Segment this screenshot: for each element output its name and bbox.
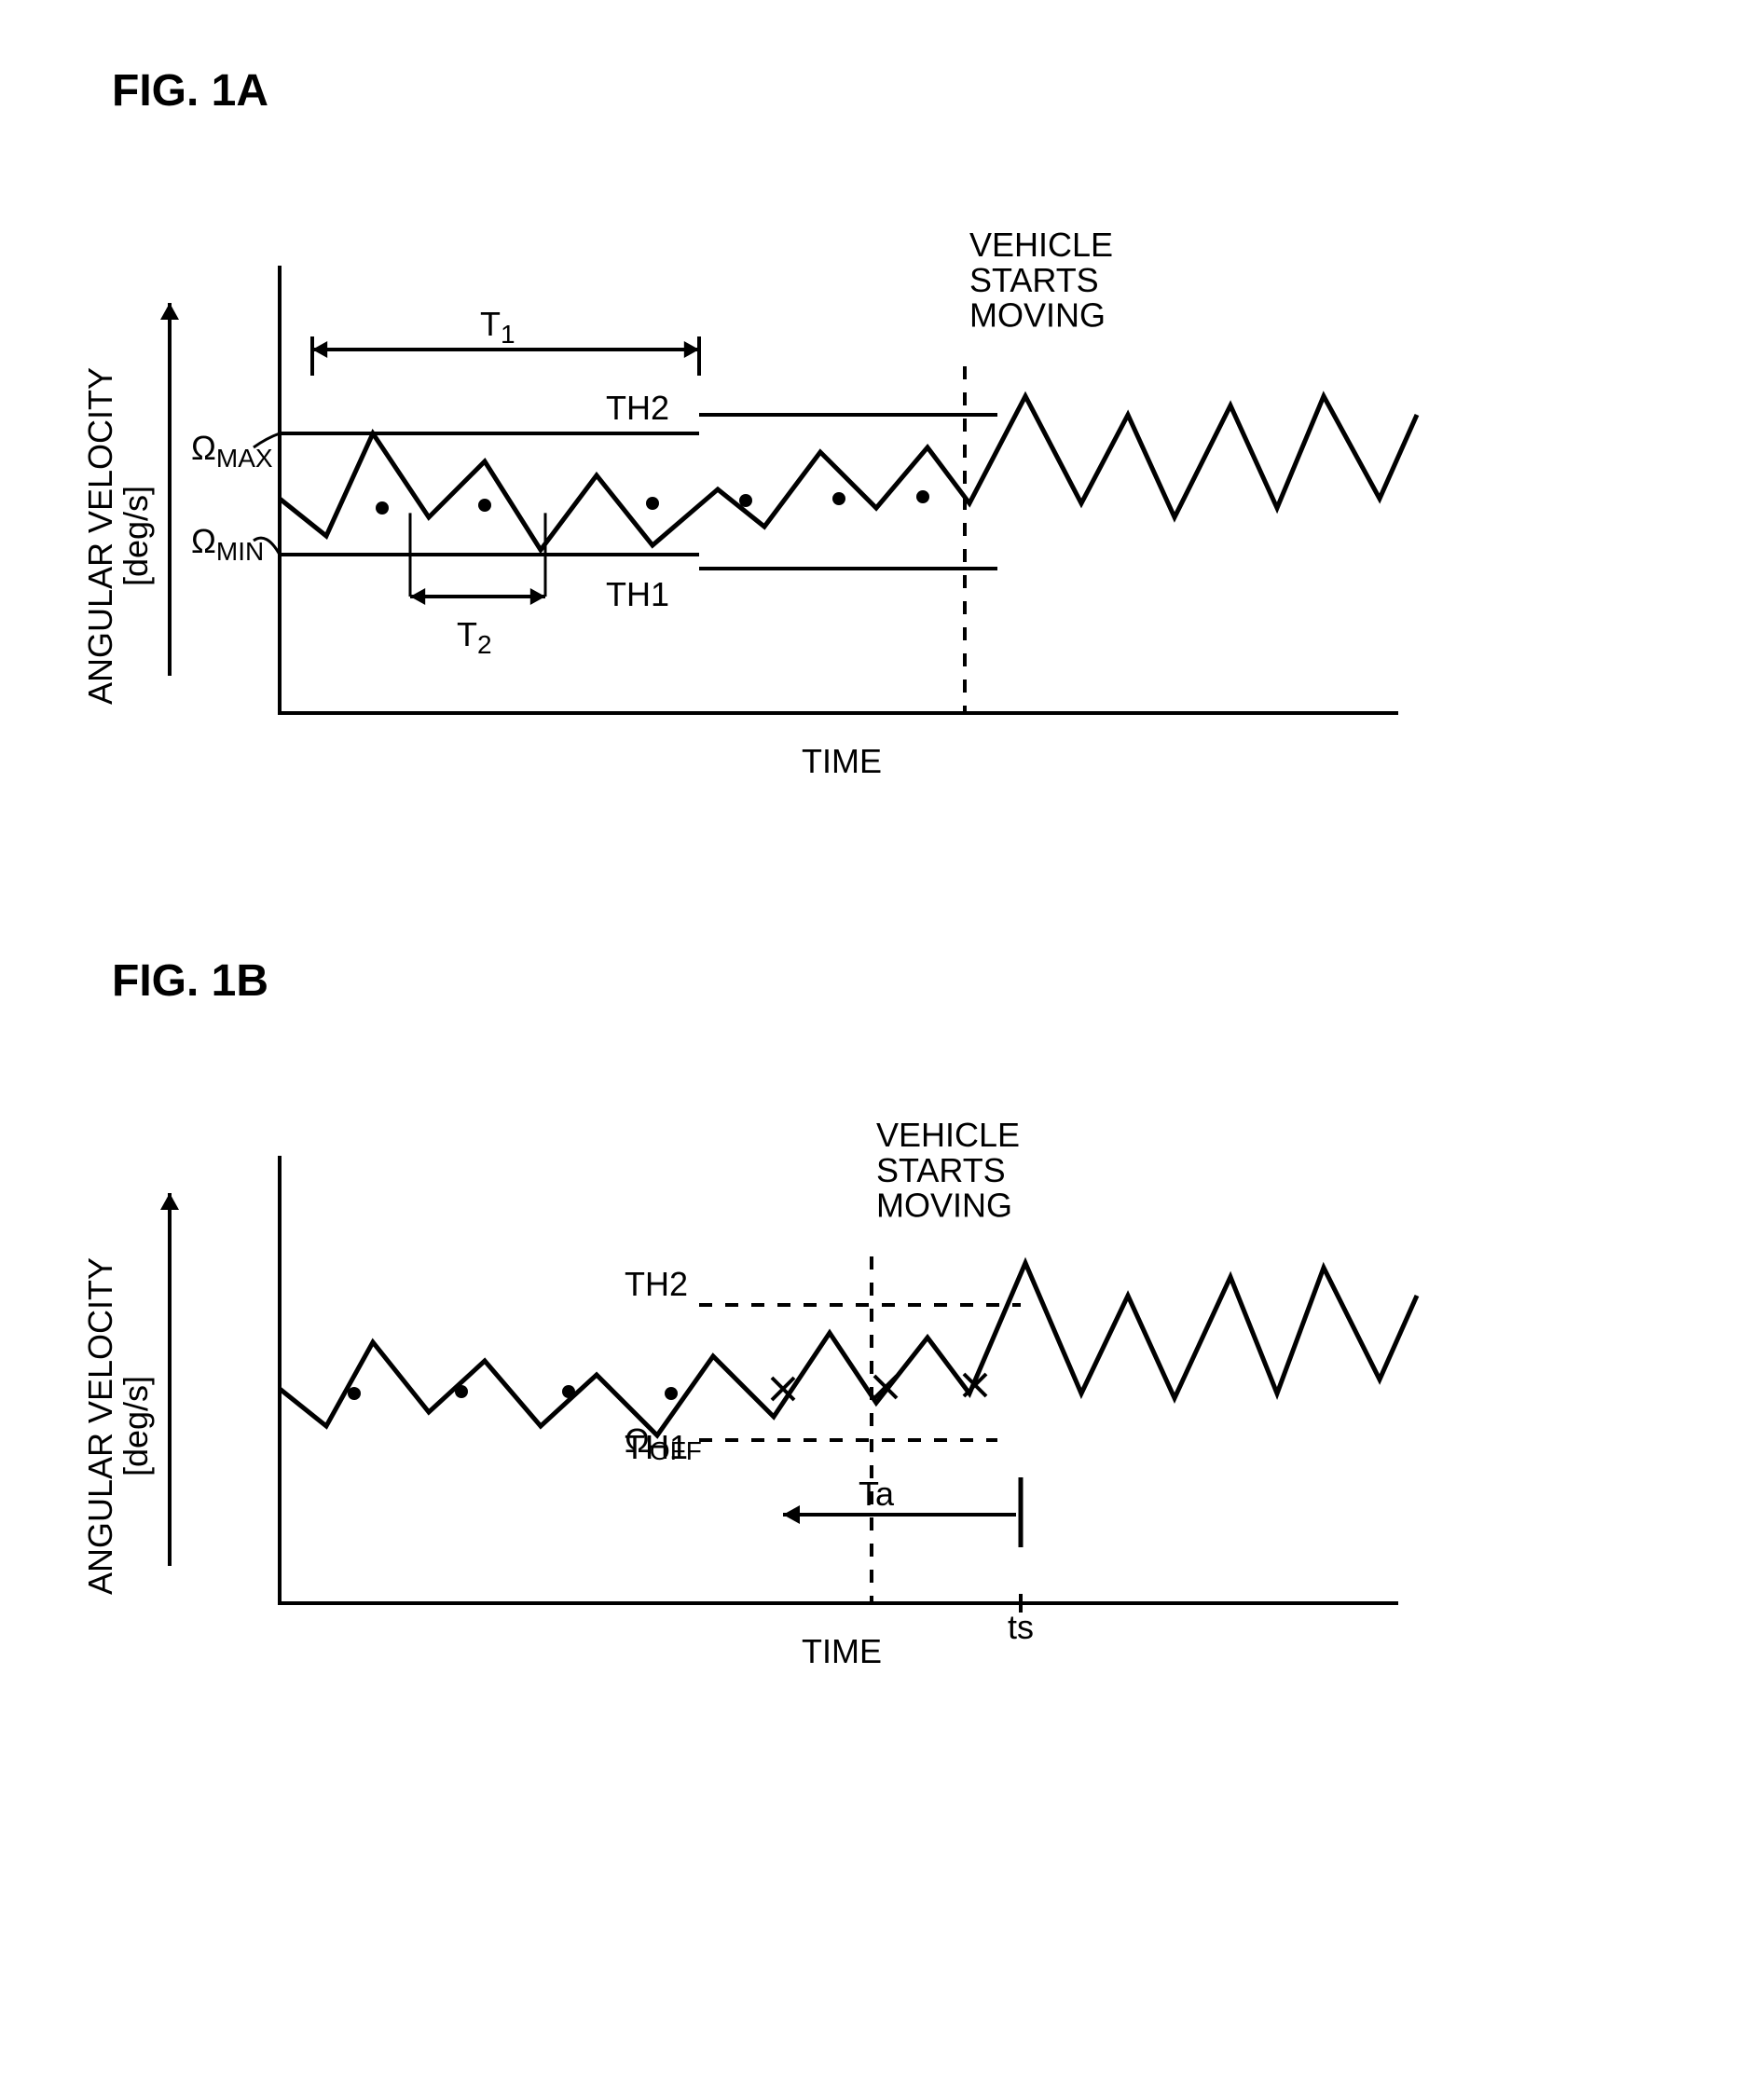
svg-text:MOVING: MOVING [969,296,1106,335]
svg-text:ANGULAR VELOCITY[deg/s]: ANGULAR VELOCITY[deg/s] [81,367,155,705]
chart-0: ANGULAR VELOCITY[deg/s] TIME TH2 TH1 ΩMAX ΩMI… [37,135,1708,825]
svg-text:ΩMAX: ΩMAX [191,429,273,473]
svg-text:T2: T2 [457,615,492,659]
svg-text:TIME: TIME [802,1632,882,1670]
svg-text:ΩMIN: ΩMIN [191,522,264,566]
svg-text:STARTS: STARTS [969,261,1099,299]
svg-text:T1: T1 [480,305,515,349]
svg-text:ts: ts [1008,1608,1034,1646]
chart-1: ANGULAR VELOCITY[deg/s]TIMETH2TH1VEHICLE… [37,1025,1708,1715]
svg-text:TIME: TIME [802,742,882,780]
svg-text:VEHICLE: VEHICLE [969,226,1113,264]
figure-title: FIG. 1B [112,955,1708,1007]
svg-text:TH2: TH2 [606,389,669,427]
svg-text:ANGULAR VELOCITY[deg/s]: ANGULAR VELOCITY[deg/s] [81,1257,155,1595]
svg-text:TH2: TH2 [625,1265,688,1303]
svg-text:MOVING: MOVING [876,1187,1012,1225]
svg-text:TH1: TH1 [606,575,669,613]
svg-text:STARTS: STARTS [876,1151,1006,1189]
figure-title: FIG. 1A [112,65,1708,117]
svg-text:VEHICLE: VEHICLE [876,1116,1020,1154]
svg-text:Ta: Ta [859,1475,895,1513]
